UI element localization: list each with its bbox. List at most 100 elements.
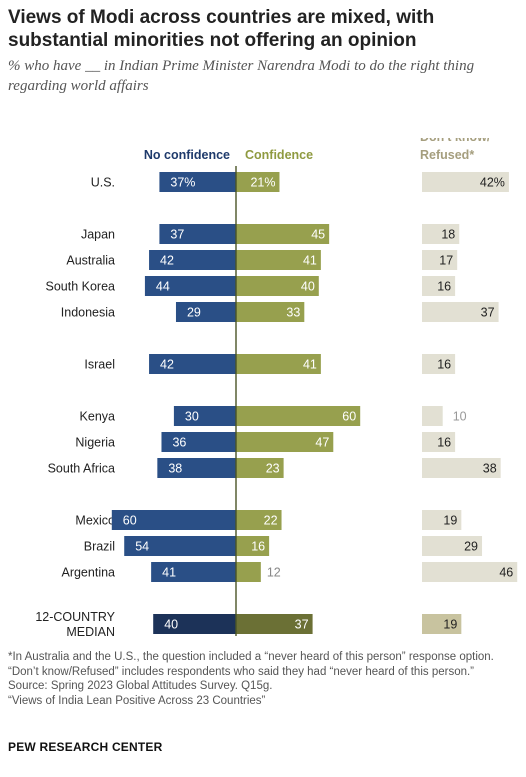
- category-label: Argentina: [61, 566, 115, 580]
- no-confidence-bar: [159, 172, 236, 192]
- dont-know-value-label: 17: [439, 254, 453, 268]
- category-label: Mexico: [75, 514, 115, 528]
- confidence-bar: [236, 562, 261, 582]
- no-confidence-value-label: 29: [187, 306, 201, 320]
- confidence-bar: [236, 614, 313, 634]
- no-confidence-bar: [157, 458, 236, 478]
- dont-know-bar: [422, 354, 456, 374]
- confidence-value-label: 37: [295, 618, 309, 632]
- no-confidence-bar: [153, 614, 236, 634]
- no-confidence-value-label: 40: [164, 618, 178, 632]
- no-confidence-value-label: 30: [185, 410, 199, 424]
- confidence-bar: [236, 354, 321, 374]
- confidence-bar: [236, 276, 319, 296]
- no-confidence-value-label: 44: [156, 280, 170, 294]
- dont-know-bar: [422, 432, 456, 452]
- confidence-bar: [236, 172, 280, 192]
- no-confidence-bar: [111, 510, 236, 530]
- confidence-value-label: 40: [301, 280, 315, 294]
- header-dont-know-line1: Don't know/: [420, 138, 491, 144]
- no-confidence-value-label: 60: [123, 514, 137, 528]
- header-no-confidence: No confidence: [144, 148, 230, 162]
- dont-know-bar: [422, 302, 499, 322]
- pew-logo-text: PEW RESEARCH CENTER: [8, 740, 163, 754]
- dont-know-bar: [422, 276, 456, 296]
- category-label: U.S.: [91, 176, 115, 190]
- category-label: South Korea: [46, 280, 116, 294]
- dont-know-value-label: 46: [499, 566, 513, 580]
- category-label: Nigeria: [75, 436, 115, 450]
- dont-know-value-label: 18: [441, 228, 455, 242]
- diverging-bar-chart: No confidence Confidence Don't know/Refuse…: [35, 138, 518, 639]
- no-confidence-value-label: 42: [160, 254, 174, 268]
- no-confidence-value-label: 38: [168, 462, 182, 476]
- category-label: Indonesia: [61, 306, 115, 320]
- footnote-source: Source: Spring 2023 Global Attitudes Sur…: [8, 680, 273, 692]
- no-confidence-value-label: 37: [170, 228, 184, 242]
- confidence-bar: [236, 406, 361, 426]
- confidence-bar: [236, 224, 330, 244]
- no-confidence-bar: [124, 536, 236, 556]
- no-confidence-bar: [144, 276, 236, 296]
- dont-know-bar: [422, 172, 509, 192]
- no-confidence-bar: [175, 302, 236, 322]
- confidence-bar: [236, 458, 284, 478]
- category-label: MEDIAN: [66, 625, 115, 639]
- dont-know-value-label: 16: [437, 358, 451, 372]
- dont-know-value-label: 37: [481, 306, 495, 320]
- dont-know-value-label: 10: [453, 410, 467, 424]
- dont-know-value-label: 16: [437, 436, 451, 450]
- footnote-note: *In Australia and the U.S., the question…: [8, 651, 494, 678]
- no-confidence-bar: [159, 224, 236, 244]
- dont-know-value-label: 19: [443, 618, 457, 632]
- dont-know-bar: [422, 406, 443, 426]
- no-confidence-bar: [151, 562, 236, 582]
- category-label: Brazil: [84, 540, 115, 554]
- no-confidence-value-label: 42: [160, 358, 174, 372]
- footnotes: *In Australia and the U.S., the question…: [8, 650, 518, 708]
- dont-know-value-label: 16: [437, 280, 451, 294]
- category-label: Australia: [66, 254, 115, 268]
- category-label: Kenya: [80, 410, 115, 424]
- confidence-bar: [236, 302, 305, 322]
- dont-know-bar: [422, 458, 501, 478]
- no-confidence-value-label: 54: [135, 540, 149, 554]
- no-confidence-bar: [149, 250, 236, 270]
- no-confidence-value-label: 37%: [170, 176, 195, 190]
- no-confidence-bar: [149, 354, 236, 374]
- dont-know-bar: [422, 614, 462, 634]
- confidence-value-label: 45: [311, 228, 325, 242]
- category-label: Israel: [84, 358, 115, 372]
- dont-know-value-label: 19: [443, 514, 457, 528]
- no-confidence-value-label: 41: [162, 566, 176, 580]
- confidence-value-label: 16: [251, 540, 265, 554]
- category-label: 12-COUNTRY: [35, 610, 115, 624]
- chart-title: Views of Modi across countries are mixed…: [8, 7, 435, 51]
- confidence-bar: [236, 536, 270, 556]
- no-confidence-bar: [173, 406, 236, 426]
- confidence-value-label: 12: [267, 566, 281, 580]
- dont-know-bar: [422, 250, 458, 270]
- confidence-value-label: 33: [286, 306, 300, 320]
- footnote-report: “Views of India Lean Positive Across 23 …: [8, 694, 266, 707]
- dont-know-bar: [422, 224, 460, 244]
- dont-know-bar: [422, 536, 483, 556]
- confidence-value-label: 60: [342, 410, 356, 424]
- confidence-bar: [236, 432, 334, 452]
- no-confidence-value-label: 36: [172, 436, 186, 450]
- dont-know-value-label: 38: [483, 462, 497, 476]
- dont-know-bar: [422, 510, 462, 530]
- confidence-value-label: 47: [315, 436, 329, 450]
- dont-know-value-label: 42%: [480, 176, 505, 190]
- header-dont-know-line2: Refused*: [420, 148, 474, 162]
- category-label: South Africa: [48, 462, 115, 476]
- category-label: Japan: [81, 228, 115, 242]
- confidence-bar: [236, 250, 321, 270]
- confidence-value-label: 41: [303, 358, 317, 372]
- header-confidence: Confidence: [245, 148, 313, 162]
- no-confidence-bar: [161, 432, 236, 452]
- confidence-value-label: 21%: [250, 176, 275, 190]
- dont-know-bar: [422, 562, 518, 582]
- chart-subtitle: % who have __ in Indian Prime Minister N…: [8, 58, 475, 94]
- confidence-value-label: 41: [303, 254, 317, 268]
